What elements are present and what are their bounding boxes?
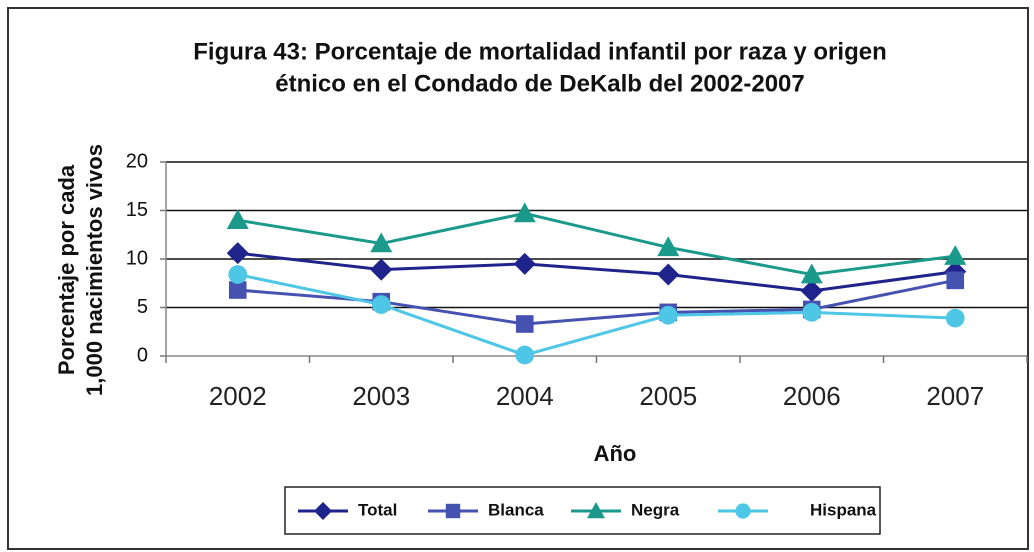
x-tick-label: 2006 [783,381,841,411]
marker [800,263,823,284]
marker [944,245,967,265]
series-line [237,211,956,277]
x-tick-label: 2005 [639,381,697,411]
y-tick-label: 0 [137,344,148,366]
marker [228,265,248,284]
marker [802,303,822,322]
marker [370,232,393,253]
marker [513,252,536,275]
legend-marker [735,503,751,519]
marker [946,271,965,290]
legend-label: Negra [631,500,680,519]
marker [658,305,678,325]
y-tick-label: 5 [137,296,148,318]
marker [370,258,393,281]
marker [945,308,965,328]
marker [800,280,823,303]
chart-frame [7,7,1029,550]
marker [226,242,249,265]
chart-title: étnico en el Condado de DeKalb del 2002-… [275,70,805,97]
marker [657,263,680,286]
x-tick-label: 2002 [209,381,267,411]
y-tick-label: 15 [126,199,148,221]
marker [657,236,680,257]
series-line [237,251,956,293]
marker [515,345,535,365]
legend-marker [445,503,461,519]
y-tick-label: 10 [126,247,148,269]
marker [371,295,391,314]
x-tick-label: 2003 [352,381,410,411]
y-axis-label: 1,000 nacimientos vivos [82,144,107,396]
y-axis-label: Porcentaje por cada [54,164,79,375]
legend-marker [314,502,332,520]
x-tick-label: 2004 [496,381,554,411]
marker [228,281,247,299]
marker [515,315,534,333]
marker [226,209,249,229]
x-tick-label: 2007 [926,381,984,411]
marker [513,202,536,223]
legend-label: Total [358,500,397,519]
chart-title: Figura 43: Porcentaje de mortalidad infa… [193,38,886,65]
x-axis-label: Año [594,441,637,466]
legend-label: Hispana [810,500,877,519]
series-line [237,273,956,357]
y-tick-label: 20 [126,150,148,172]
legend-label: Blanca [488,500,544,519]
legend-marker [587,502,605,519]
